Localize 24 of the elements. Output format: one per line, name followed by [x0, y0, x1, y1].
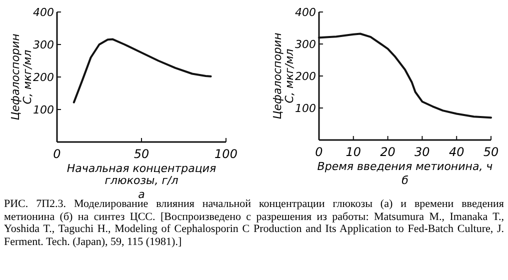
x-tick-label: 10 [346, 145, 362, 159]
x-tick-label: 30 [414, 145, 430, 159]
line-series [72, 38, 212, 104]
x-tick-label: 50 [134, 147, 150, 161]
y-axis-title: Цефалоспорин С, мкг/мл [9, 34, 34, 120]
x-tick-label: 100 [214, 147, 238, 161]
x-tick-label: 40 [448, 145, 465, 159]
x-tick-label: 50 [483, 145, 499, 159]
text: б [402, 174, 409, 187]
x-axis-title: Время введения метионина, ч [317, 160, 494, 173]
y-tick-label: 200 [295, 70, 316, 83]
y-tick-label: 200 [33, 71, 54, 84]
x-tick-label: 20 [380, 145, 396, 159]
text: РИС. 7П2.3. Моделирование влияния начальной концентрации глюкозы (а) и времени введения метионина (б) на синтез ЦСС. [Воспроизведено с разрешения из работы: Matsumura M., Imanaka T., Yoshida T., Taguchi H., Modeling of Cephalosporin C Production and Its Application to Fed-Batch Culture, J. Ferment. Tech. (Japan), 59, 115 (1981).] [4, 198, 504, 248]
text: а [138, 188, 146, 201]
y-tick-label: 400 [33, 6, 54, 19]
x-tick-label: 0 [315, 145, 324, 159]
y-tick-label: 300 [295, 38, 316, 51]
y-tick-label: 300 [33, 38, 54, 52]
y-axis-title: Цефалоспорин С, мкг/мл [271, 32, 296, 120]
y-tick-label: 400 [295, 6, 316, 19]
y-tick-label: 100 [295, 102, 316, 115]
y-tick-label: 100 [33, 104, 54, 116]
x-tick-label: 0 [53, 147, 62, 161]
